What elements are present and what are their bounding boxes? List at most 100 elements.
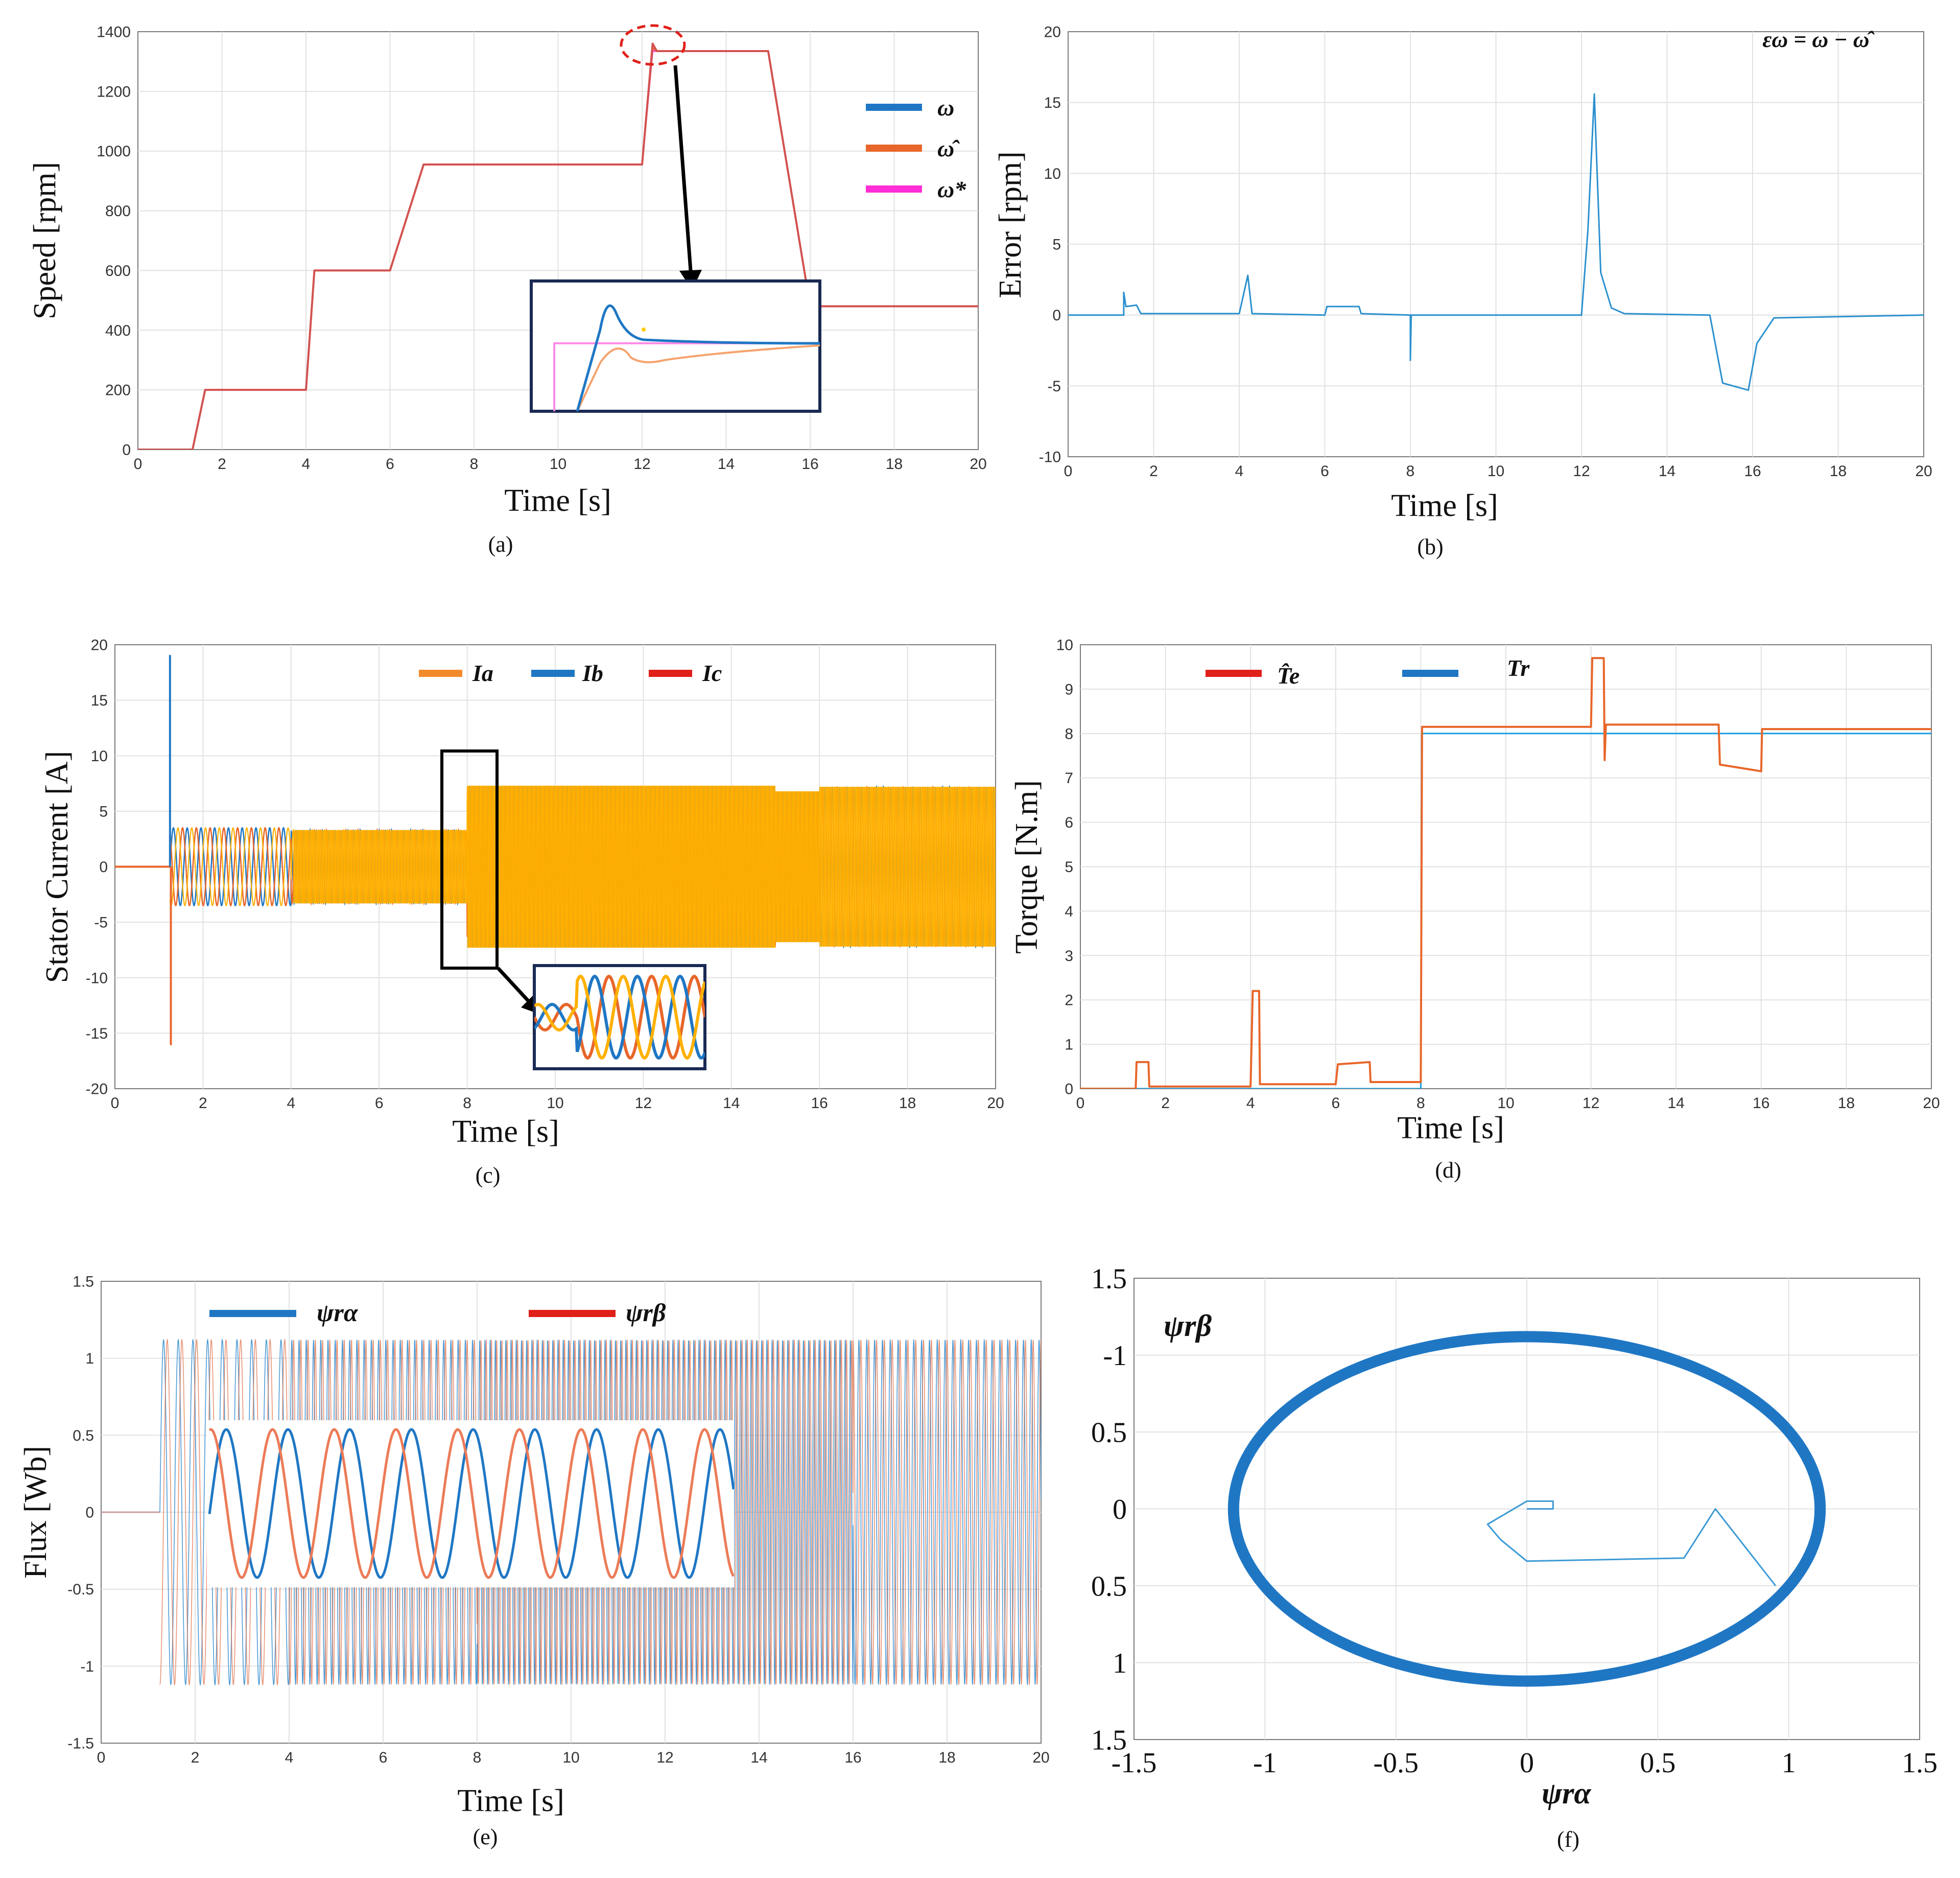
xlabel-e: Time [s]	[457, 1783, 564, 1818]
y-tick-label: 1	[1113, 1648, 1127, 1679]
ticks-e: 0 2 4 6 8 10 12 14 16 18 20 -1.5 -1 -0.5 0 0.5 1 1.5	[67, 1274, 1049, 1767]
legend-a: ω ω̂ ω*	[866, 95, 966, 202]
x-tick-label: 0	[1076, 1095, 1085, 1112]
ticks-f: -1.5 -1 -0.5 0 0.5 1 1.5 1.5 1 0.5 0 0.5 -1 1.5	[1091, 1263, 1938, 1779]
inset-a-estimate	[576, 344, 820, 411]
x-tick-label: 4	[1235, 463, 1244, 480]
x-tick-label: 12	[1583, 1095, 1599, 1112]
x-tick-label: 8	[473, 1749, 482, 1766]
x-tick-label: 2	[1149, 463, 1158, 480]
x-tick-label: 16	[801, 456, 818, 473]
xlabel-c: Time [s]	[452, 1114, 559, 1149]
inset-a-actual	[576, 304, 820, 411]
y-tick-label: 6	[1065, 814, 1073, 831]
x-tick-label: 1.5	[1902, 1747, 1938, 1779]
inset-c-phase-1	[534, 974, 705, 1060]
panel-a-speed: 0 2 4 6 8 10 12 14 16 18 2002004006008001000120014…	[28, 24, 987, 557]
x-tick-label: 2	[1161, 1095, 1170, 1112]
x-tick-label: 6	[379, 1749, 388, 1766]
zoom-marker-circle	[620, 24, 686, 66]
caption-a: (a)	[488, 532, 513, 557]
panel-e-flux: 0 2 4 6 8 10 12 14 16 18 20 -1.5 -1 -0.5 0 0.5 1 1.5 ψrα …	[18, 1274, 1050, 1850]
zoom-box-c	[440, 749, 499, 970]
x-tick-label: 10	[1497, 1095, 1514, 1112]
y-tick-label: 200	[105, 382, 131, 399]
inset-e	[207, 1420, 734, 1587]
legend-label-ic: Ic	[702, 660, 722, 686]
y-tick-label: 5	[99, 803, 108, 820]
legend-label-psi-alpha: ψrα	[317, 1298, 359, 1327]
x-tick-label: 14	[718, 456, 735, 473]
legend-label-ib: Ib	[582, 660, 603, 686]
x-tick-label: 8	[1406, 463, 1415, 480]
x-tick-label: 20	[1032, 1749, 1049, 1766]
y-tick-label: -5	[94, 914, 108, 931]
ticks-b: 0 2 4 6 8 10 12 14 16 18 20 -10 -5 0 5 10 15 20	[1039, 24, 1932, 480]
series-c	[115, 654, 996, 1046]
x-tick-label: 20	[987, 1095, 1004, 1112]
y-tick-label: 1000	[97, 143, 131, 160]
inset-c-lines	[534, 974, 705, 1060]
x-tick-label: 18	[1830, 463, 1847, 480]
x-tick-label: 14	[723, 1095, 740, 1112]
ylabel-b: Error [rpm]	[993, 151, 1028, 298]
x-tick-label: -1.5	[1112, 1747, 1157, 1779]
x-tick-label: 6	[1320, 463, 1329, 480]
series-electromagnetic-torque	[1080, 657, 1931, 1089]
xlabel-f: ψrα	[1542, 1776, 1591, 1810]
legend-label-omega: ω	[937, 95, 954, 121]
caption-c: (c)	[476, 1163, 501, 1188]
y-tick-label: 3	[1065, 948, 1073, 965]
zoom-arrow-a	[673, 65, 693, 271]
y-tick-label: 20	[1044, 24, 1061, 41]
x-tick-label: 18	[938, 1749, 955, 1766]
caption-f: (f)	[1557, 1827, 1579, 1852]
y-tick-label: 0.5	[73, 1427, 94, 1444]
x-tick-label: 6	[386, 456, 394, 473]
y-tick-label: 15	[1044, 95, 1061, 111]
x-tick-label: 12	[656, 1749, 673, 1766]
y-tick-label: -1	[1103, 1340, 1127, 1372]
y-tick-label: -10	[1039, 449, 1061, 466]
x-tick-label: 12	[1573, 463, 1590, 480]
x-tick-label: 16	[844, 1749, 861, 1766]
y-tick-label: 10	[1044, 166, 1061, 182]
inset-a-dot	[642, 327, 646, 332]
y-tick-label: 1	[1065, 1037, 1073, 1053]
inset-a-lines	[553, 304, 820, 411]
x-tick-label: 16	[1744, 463, 1761, 480]
x-tick-label: 12	[633, 456, 650, 473]
caption-e: (e)	[473, 1824, 498, 1849]
x-tick-label: 4	[285, 1749, 294, 1766]
zoom-arrow-c	[497, 967, 530, 1003]
x-tick-label: 2	[191, 1749, 200, 1766]
y-tick-label: 0	[99, 859, 108, 876]
x-tick-label: 10	[547, 1095, 563, 1112]
x-tick-label: 12	[635, 1095, 652, 1112]
series-omega	[138, 42, 978, 450]
x-tick-label: 1	[1782, 1747, 1796, 1779]
x-tick-label: 8	[470, 456, 479, 473]
x-tick-label: 2	[218, 456, 226, 473]
caption-b: (b)	[1417, 534, 1443, 559]
y-tick-label: 1.5	[1091, 1263, 1127, 1295]
y-tick-label: -20	[86, 1081, 108, 1098]
x-tick-label: 20	[1923, 1095, 1940, 1112]
xlabel-a: Time [s]	[504, 483, 611, 518]
y-tick-label: 20	[91, 637, 108, 654]
y-tick-label: 0.5	[1091, 1571, 1127, 1603]
ylabel-f: ψrβ	[1164, 1309, 1212, 1343]
xlabel-d: Time [s]	[1397, 1111, 1504, 1145]
ylabel-d: Torque [N.m]	[1009, 780, 1044, 954]
panel-b-error: 0 2 4 6 8 10 12 14 16 18 20 -10 -5 0 5 10 15 20 εω = ω − …	[993, 24, 1932, 560]
ticks-c: 0 2 4 6 8 10 12 14 16 18 20 -20 -15 -10 -5 0 5 10 15 20	[86, 637, 1004, 1112]
x-tick-label: 18	[1838, 1095, 1855, 1112]
y-tick-label: 1	[85, 1350, 94, 1367]
y-tick-label: 9	[1065, 681, 1073, 698]
x-tick-label: 8	[463, 1095, 471, 1112]
y-tick-label: 10	[91, 748, 108, 765]
y-tick-label: -5	[1047, 378, 1061, 395]
inset-e-wave-0	[208, 1428, 734, 1579]
